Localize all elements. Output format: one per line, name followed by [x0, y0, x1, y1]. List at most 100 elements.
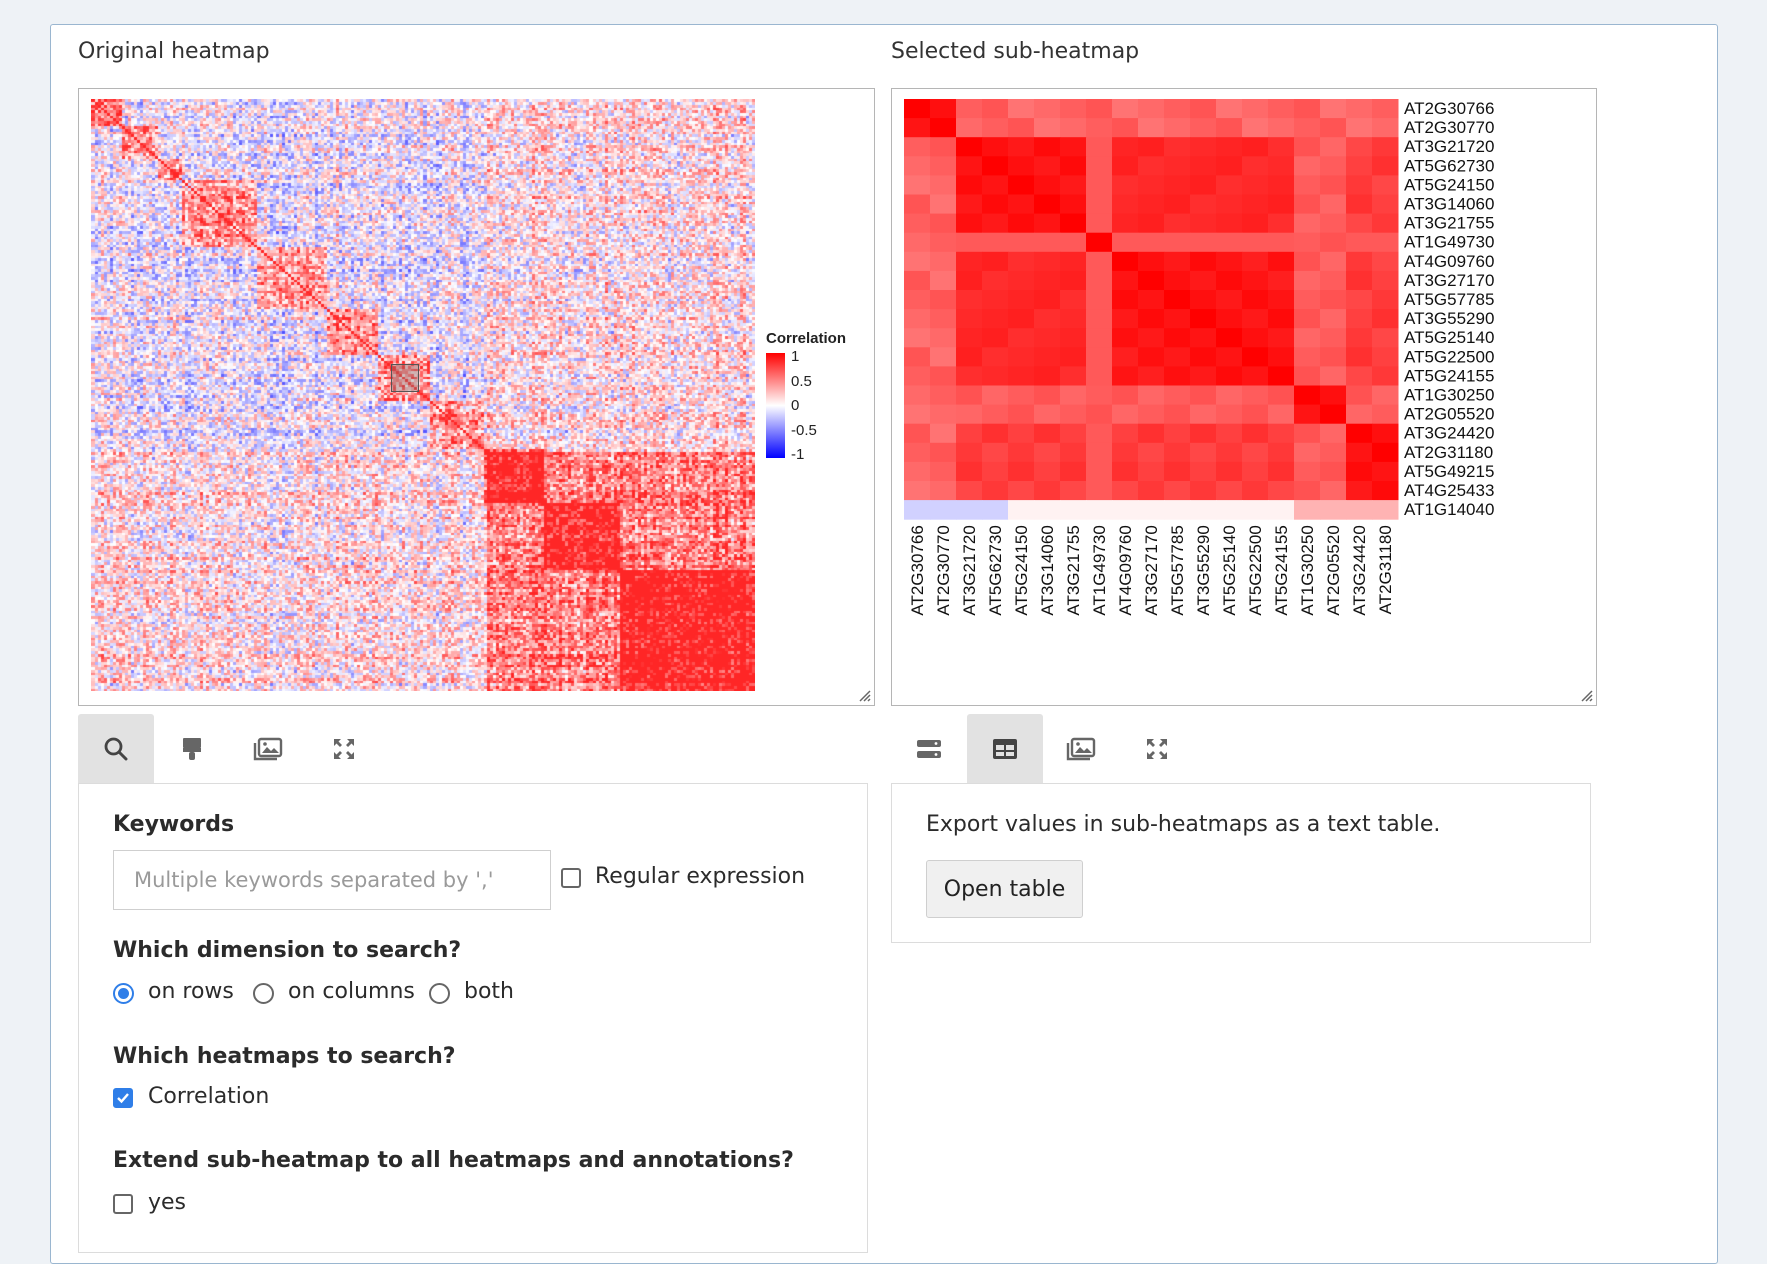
sub-heatmap-cell[interactable] [904, 385, 931, 406]
sub-heatmap-cell[interactable] [1320, 175, 1347, 195]
sub-heatmap-cell[interactable] [1034, 328, 1061, 348]
sub-heatmap-cell[interactable] [1164, 309, 1191, 329]
sub-heatmap-cell[interactable] [1164, 290, 1191, 310]
sub-heatmap-cell[interactable] [1268, 156, 1295, 176]
sub-heatmap-cell[interactable] [1164, 251, 1191, 272]
sub-heatmap-cell[interactable] [1034, 213, 1061, 234]
sub-heatmap-cell[interactable] [1346, 385, 1373, 406]
sub-heatmap-cell[interactable] [1268, 232, 1295, 253]
sub-heatmap-cell[interactable] [1138, 347, 1165, 367]
sub-heatmap-cell[interactable] [1086, 194, 1113, 215]
sub-heatmap-cell[interactable] [1216, 423, 1243, 444]
sub-heatmap-cell[interactable] [1216, 461, 1243, 482]
sub-heatmap-cell[interactable] [982, 385, 1009, 406]
sub-heatmap-cell[interactable] [1190, 423, 1217, 444]
sub-heatmap-cell[interactable] [1242, 99, 1269, 119]
sub-heatmap-cell[interactable] [1112, 385, 1139, 406]
sub-heatmap-cell[interactable] [1268, 270, 1295, 291]
tab-image[interactable] [1043, 714, 1119, 784]
keywords-input[interactable] [113, 850, 551, 910]
sub-heatmap-svg[interactable]: AT2G30766AT2G30770AT3G21720AT5G62730AT5G… [892, 89, 1596, 705]
sub-heatmap-cell[interactable] [1060, 442, 1087, 463]
sub-heatmap-cell[interactable] [1060, 328, 1087, 348]
sub-heatmap-cell[interactable] [1346, 232, 1373, 253]
sub-heatmap-cell[interactable] [1060, 175, 1087, 195]
sub-heatmap-cell[interactable] [1268, 118, 1295, 138]
sub-heatmap-cell[interactable] [1138, 442, 1165, 463]
tab-brush[interactable] [154, 714, 230, 784]
sub-heatmap-cell[interactable] [1112, 99, 1139, 119]
sub-heatmap-cell[interactable] [1112, 309, 1139, 329]
sub-heatmap-cell[interactable] [1320, 423, 1347, 444]
sub-heatmap-cell[interactable] [1112, 270, 1139, 291]
sub-heatmap-cell[interactable] [1242, 270, 1269, 291]
sub-heatmap-cell[interactable] [1034, 481, 1061, 501]
sub-heatmap-cell[interactable] [1294, 385, 1321, 406]
sub-heatmap-cell[interactable] [956, 461, 983, 482]
sub-heatmap-cell[interactable] [1294, 251, 1321, 272]
sub-heatmap-cell[interactable] [1268, 461, 1295, 482]
sub-heatmap-cell[interactable] [1320, 461, 1347, 482]
sub-heatmap-cell[interactable] [1346, 423, 1373, 444]
sub-heatmap-cell[interactable] [1008, 175, 1035, 195]
sub-heatmap-cell[interactable] [1086, 118, 1113, 138]
sub-heatmap-cell[interactable] [1008, 118, 1035, 138]
sub-heatmap-cell[interactable] [982, 290, 1009, 310]
sub-heatmap-cell[interactable] [1268, 347, 1295, 367]
open-table-button[interactable]: Open table [926, 860, 1083, 918]
sub-heatmap-cell[interactable] [1164, 213, 1191, 234]
selection-box[interactable] [391, 364, 419, 392]
sub-heatmap-cell[interactable] [956, 232, 983, 253]
sub-heatmap-cell[interactable] [1008, 328, 1035, 348]
sub-heatmap-cell[interactable] [1112, 461, 1139, 482]
sub-heatmap-cell[interactable] [956, 328, 983, 348]
sub-heatmap-cell[interactable] [1216, 194, 1243, 215]
sub-heatmap-cell[interactable] [1138, 118, 1165, 138]
sub-heatmap-cell[interactable] [1346, 194, 1373, 215]
sub-heatmap-cell[interactable] [1060, 194, 1087, 215]
sub-heatmap-cell[interactable] [1242, 175, 1269, 195]
original-heatmap-canvas[interactable] [91, 99, 755, 691]
sub-heatmap-cell[interactable] [1190, 366, 1217, 386]
sub-heatmap-cell[interactable] [956, 99, 983, 119]
sub-heatmap-cell[interactable] [1112, 328, 1139, 348]
sub-heatmap-cell[interactable] [1190, 156, 1217, 176]
sub-heatmap-cell[interactable] [1034, 423, 1061, 444]
sub-heatmap-cell[interactable] [904, 156, 931, 176]
sub-heatmap-cell[interactable] [1372, 156, 1399, 176]
sub-heatmap-cell[interactable] [1190, 232, 1217, 253]
sub-heatmap-cell[interactable] [1034, 251, 1061, 272]
sub-heatmap-cell[interactable] [956, 213, 983, 234]
sub-heatmap-cell[interactable] [1086, 137, 1113, 157]
sub-heatmap-cell[interactable] [904, 404, 931, 425]
sub-heatmap-cell[interactable] [1008, 423, 1035, 444]
sub-heatmap-cell[interactable] [1034, 385, 1061, 406]
sub-heatmap-cell[interactable] [1034, 175, 1061, 195]
sub-heatmap-cell[interactable] [1060, 461, 1087, 482]
radio-on-columns[interactable] [253, 983, 274, 1004]
sub-heatmap-cell[interactable] [1372, 270, 1399, 291]
sub-heatmap-cell[interactable] [1190, 213, 1217, 234]
sub-heatmap-cell[interactable] [1190, 137, 1217, 157]
sub-heatmap-cell[interactable] [1060, 309, 1087, 329]
sub-heatmap-cell[interactable] [956, 309, 983, 329]
sub-heatmap-cell[interactable] [982, 328, 1009, 348]
sub-heatmap-cell[interactable] [1372, 137, 1399, 157]
sub-heatmap-cell[interactable] [1346, 175, 1373, 195]
sub-heatmap-cell[interactable] [904, 309, 931, 329]
sub-heatmap-cell[interactable] [1164, 500, 1191, 520]
sub-heatmap-cell[interactable] [1138, 270, 1165, 291]
sub-heatmap-cell[interactable] [1086, 309, 1113, 329]
sub-heatmap-cell[interactable] [1086, 423, 1113, 444]
sub-heatmap-cell[interactable] [982, 309, 1009, 329]
sub-heatmap-cell[interactable] [1138, 423, 1165, 444]
sub-heatmap-cell[interactable] [930, 442, 957, 463]
sub-heatmap-cell[interactable] [1346, 309, 1373, 329]
sub-heatmap-cell[interactable] [904, 175, 931, 195]
sub-heatmap-cell[interactable] [982, 500, 1009, 520]
sub-heatmap-cell[interactable] [1034, 270, 1061, 291]
sub-heatmap-cell[interactable] [904, 481, 931, 501]
sub-heatmap-cell[interactable] [1034, 232, 1061, 253]
sub-heatmap-cell[interactable] [930, 481, 957, 501]
sub-heatmap-cell[interactable] [904, 347, 931, 367]
